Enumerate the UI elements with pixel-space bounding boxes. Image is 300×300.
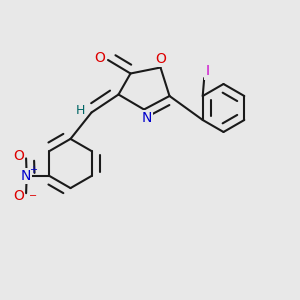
Text: O: O <box>155 52 166 66</box>
Text: I: I <box>205 64 209 78</box>
Text: O: O <box>94 51 105 64</box>
Text: H: H <box>75 103 85 117</box>
Text: N: N <box>142 112 152 125</box>
Text: −: − <box>28 191 37 201</box>
Text: N: N <box>20 169 31 183</box>
Text: +: + <box>29 165 37 175</box>
Text: O: O <box>13 189 24 203</box>
Text: O: O <box>13 149 24 163</box>
